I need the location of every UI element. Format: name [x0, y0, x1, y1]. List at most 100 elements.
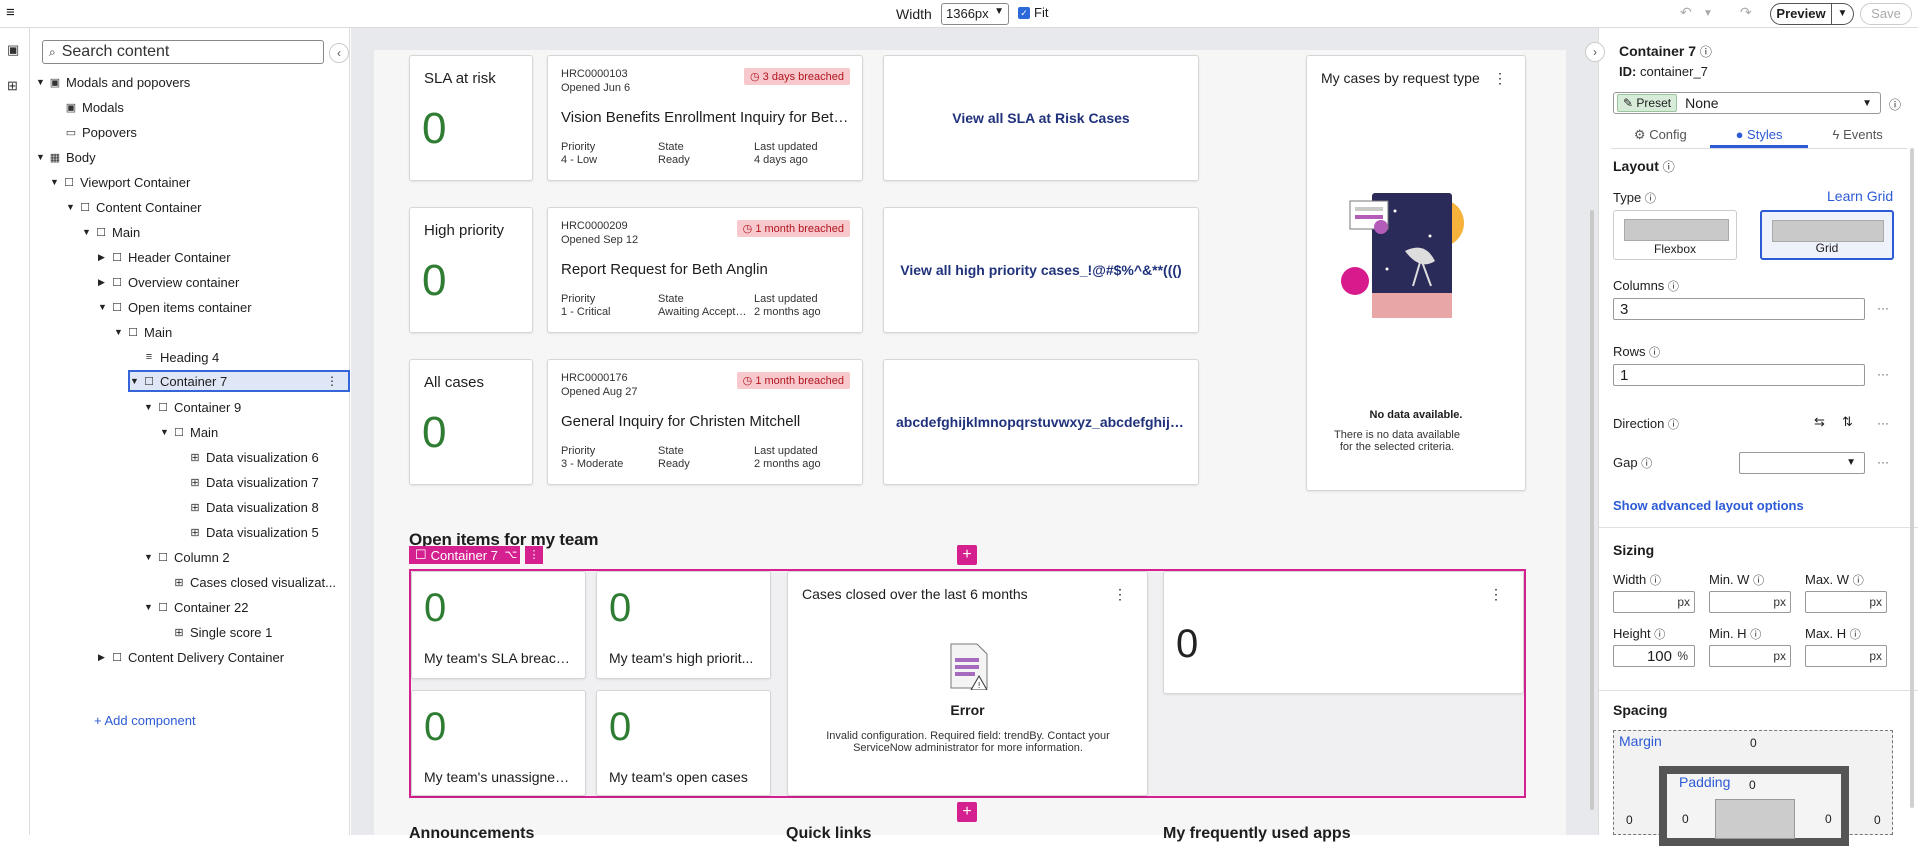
tree-node[interactable]: ⊞ Data visualization 6	[188, 446, 318, 468]
tree-node[interactable]: ▼ ▦ Body	[36, 146, 96, 168]
info-icon[interactable]: ⓘ	[1649, 575, 1661, 587]
padding-right-value[interactable]: 0	[1825, 812, 1832, 826]
caret-down-icon[interactable]: ▼	[36, 77, 45, 87]
team-score-card[interactable]: 0 My team's open cases	[596, 690, 771, 796]
tree-node[interactable]: ⊞ Single score 1	[172, 621, 272, 643]
min-height-input[interactable]: px	[1709, 645, 1791, 667]
info-icon[interactable]: ⓘ	[1849, 629, 1861, 641]
search-input[interactable]: ⌕ Search content	[42, 40, 324, 64]
tree-node[interactable]: ⊞ Data visualization 5	[188, 521, 318, 543]
caret-down-icon[interactable]: ▼	[82, 227, 91, 237]
canvas-scrollbar[interactable]	[1590, 210, 1594, 810]
team-score-card[interactable]: 0 My team's unassigned...	[411, 690, 586, 796]
view-all-link-card[interactable]: abcdefghijklmnopqrstuvwxyz_abcdefghijkl.…	[883, 359, 1199, 485]
case-card[interactable]: HRC0000176 Opened Aug 27 ◷ 1 month breac…	[547, 359, 863, 485]
info-icon[interactable]: ⓘ	[1649, 347, 1661, 359]
caret-down-icon[interactable]: ▼	[114, 327, 123, 337]
caret-down-icon[interactable]: ▼	[144, 602, 153, 612]
tree-node[interactable]: ▼ ☐ Open items container	[98, 296, 252, 318]
more-options-icon[interactable]: ⋮	[1489, 586, 1503, 602]
grid-option[interactable]: Grid	[1760, 210, 1894, 260]
tree-node[interactable]: ▼ ☐ Main	[160, 421, 218, 443]
width-select[interactable]: 1366px ▼	[941, 3, 1009, 25]
tree-node[interactable]: ▶ ☐ Header Container	[98, 246, 231, 268]
team-score-card[interactable]: 0 My team's SLA breach...	[411, 571, 586, 679]
gap-select[interactable]: ▼	[1739, 452, 1865, 474]
flexbox-option[interactable]: Flexbox	[1613, 210, 1737, 260]
direction-column-icon[interactable]: ⇅	[1842, 414, 1853, 429]
save-button[interactable]: Save	[1860, 3, 1912, 25]
info-icon[interactable]: ⓘ	[1753, 575, 1765, 587]
more-options-icon[interactable]: ···	[1877, 367, 1889, 381]
redo-icon[interactable]: ↷	[1740, 4, 1752, 20]
info-icon[interactable]: ⓘ	[1644, 193, 1656, 205]
margin-right-value[interactable]: 0	[1874, 813, 1881, 827]
max-height-input[interactable]: px	[1805, 645, 1887, 667]
info-icon[interactable]: ⓘ	[1667, 419, 1679, 431]
add-below-button[interactable]: +	[957, 802, 977, 822]
preview-button[interactable]: Preview	[1770, 3, 1832, 25]
learn-grid-link[interactable]: Learn Grid	[1827, 188, 1894, 204]
team-score-card[interactable]: 0 My team's high priorit...	[596, 571, 771, 679]
stat-card[interactable]: High priority 0	[409, 207, 533, 333]
more-options-icon[interactable]: ⋮	[326, 374, 338, 388]
caret-right-icon[interactable]: ▶	[98, 251, 105, 262]
tree-node[interactable]: ▼ ☐ Viewport Container	[50, 171, 190, 193]
info-icon[interactable]: ⓘ	[1889, 98, 1902, 112]
advanced-layout-link[interactable]: Show advanced layout options	[1613, 498, 1804, 513]
tree-node[interactable]: ⊞ Data visualization 7	[188, 471, 318, 493]
height-input[interactable]: 100%	[1613, 645, 1695, 667]
info-icon[interactable]: ⓘ	[1654, 629, 1666, 641]
caret-down-icon[interactable]: ▼	[98, 302, 107, 312]
caret-down-icon[interactable]: ▼	[130, 376, 139, 386]
tree-node[interactable]: ▼ ☐ Content Container	[66, 196, 202, 218]
info-icon[interactable]: ⓘ	[1662, 160, 1675, 174]
select-parent-icon[interactable]: ⌥	[502, 546, 520, 564]
caret-down-icon[interactable]: ▼	[36, 152, 45, 162]
stat-card[interactable]: All cases 0	[409, 359, 533, 485]
info-icon[interactable]: ⓘ	[1852, 575, 1864, 587]
single-score-card[interactable]: ⋮ 0	[1163, 571, 1524, 694]
chevron-down-icon[interactable]: ▼	[1703, 8, 1713, 19]
more-options-icon[interactable]: ···	[1877, 301, 1889, 315]
add-above-button[interactable]: +	[957, 545, 977, 565]
tree-node[interactable]: ▼ ☐ Container 22	[144, 596, 248, 618]
view-all-link-card[interactable]: View all SLA at Risk Cases	[883, 55, 1199, 181]
tab-events[interactable]: ϟ Events	[1808, 123, 1907, 148]
checkbox-checked-icon[interactable]: ✓	[1018, 6, 1030, 19]
view-all-link-card[interactable]: View all high priority cases_!@#$%^&**((…	[883, 207, 1199, 333]
rows-input[interactable]: 1	[1613, 364, 1865, 386]
tree-node[interactable]: ▼ ▣ Modals and popovers	[36, 71, 190, 93]
min-width-input[interactable]: px	[1709, 591, 1791, 613]
content-tree-icon[interactable]: ▣	[7, 42, 20, 57]
tree-node[interactable]: ≡ Heading 4	[142, 346, 220, 368]
stat-card[interactable]: SLA at risk 0	[409, 55, 533, 181]
padding-top-value[interactable]: 0	[1749, 778, 1756, 792]
tree-node[interactable]: ⊞ Cases closed visualizat...	[172, 571, 336, 593]
tree-node[interactable]: ▼ ☐ Container 9	[144, 396, 241, 418]
caret-down-icon[interactable]: ▼	[66, 202, 75, 212]
preset-select[interactable]: ✎ Preset None ▼	[1613, 92, 1881, 114]
tree-node[interactable]: ▶ ☐ Overview container	[98, 271, 239, 293]
caret-down-icon[interactable]: ▼	[144, 402, 153, 412]
caret-down-icon[interactable]: ▼	[144, 552, 153, 562]
more-options-icon[interactable]: ⋮	[525, 546, 543, 564]
collapse-panel-button[interactable]: ‹	[329, 43, 349, 63]
tab-config[interactable]: ⚙ Config	[1611, 123, 1710, 148]
caret-right-icon[interactable]: ▶	[98, 276, 105, 287]
cases-closed-error-card[interactable]: Cases closed over the last 6 months ⋮ ! …	[787, 571, 1148, 796]
caret-down-icon[interactable]: ▼	[160, 427, 169, 437]
margin-left-value[interactable]: 0	[1626, 813, 1633, 827]
tree-node[interactable]: ▼ ☐ Column 2	[144, 546, 230, 568]
tab-styles[interactable]: ● Styles	[1709, 123, 1809, 148]
more-options-icon[interactable]: ···	[1877, 416, 1889, 430]
view-all-link[interactable]: View all SLA at Risk Cases	[952, 110, 1130, 126]
tree-node[interactable]: ▶ ☐ Content Delivery Container	[98, 646, 284, 668]
more-options-icon[interactable]: ⋮	[1493, 70, 1507, 86]
tree-node[interactable]: ▣ Modals	[64, 96, 124, 118]
fit-toggle[interactable]: ✓ Fit	[1018, 5, 1048, 20]
view-all-link[interactable]: abcdefghijklmnopqrstuvwxyz_abcdefghijkl.…	[896, 414, 1186, 430]
caret-down-icon[interactable]: ▼	[50, 177, 59, 187]
margin-top-value[interactable]: 0	[1750, 736, 1757, 750]
selected-component-tag[interactable]: ☐ Container 7	[409, 546, 504, 564]
